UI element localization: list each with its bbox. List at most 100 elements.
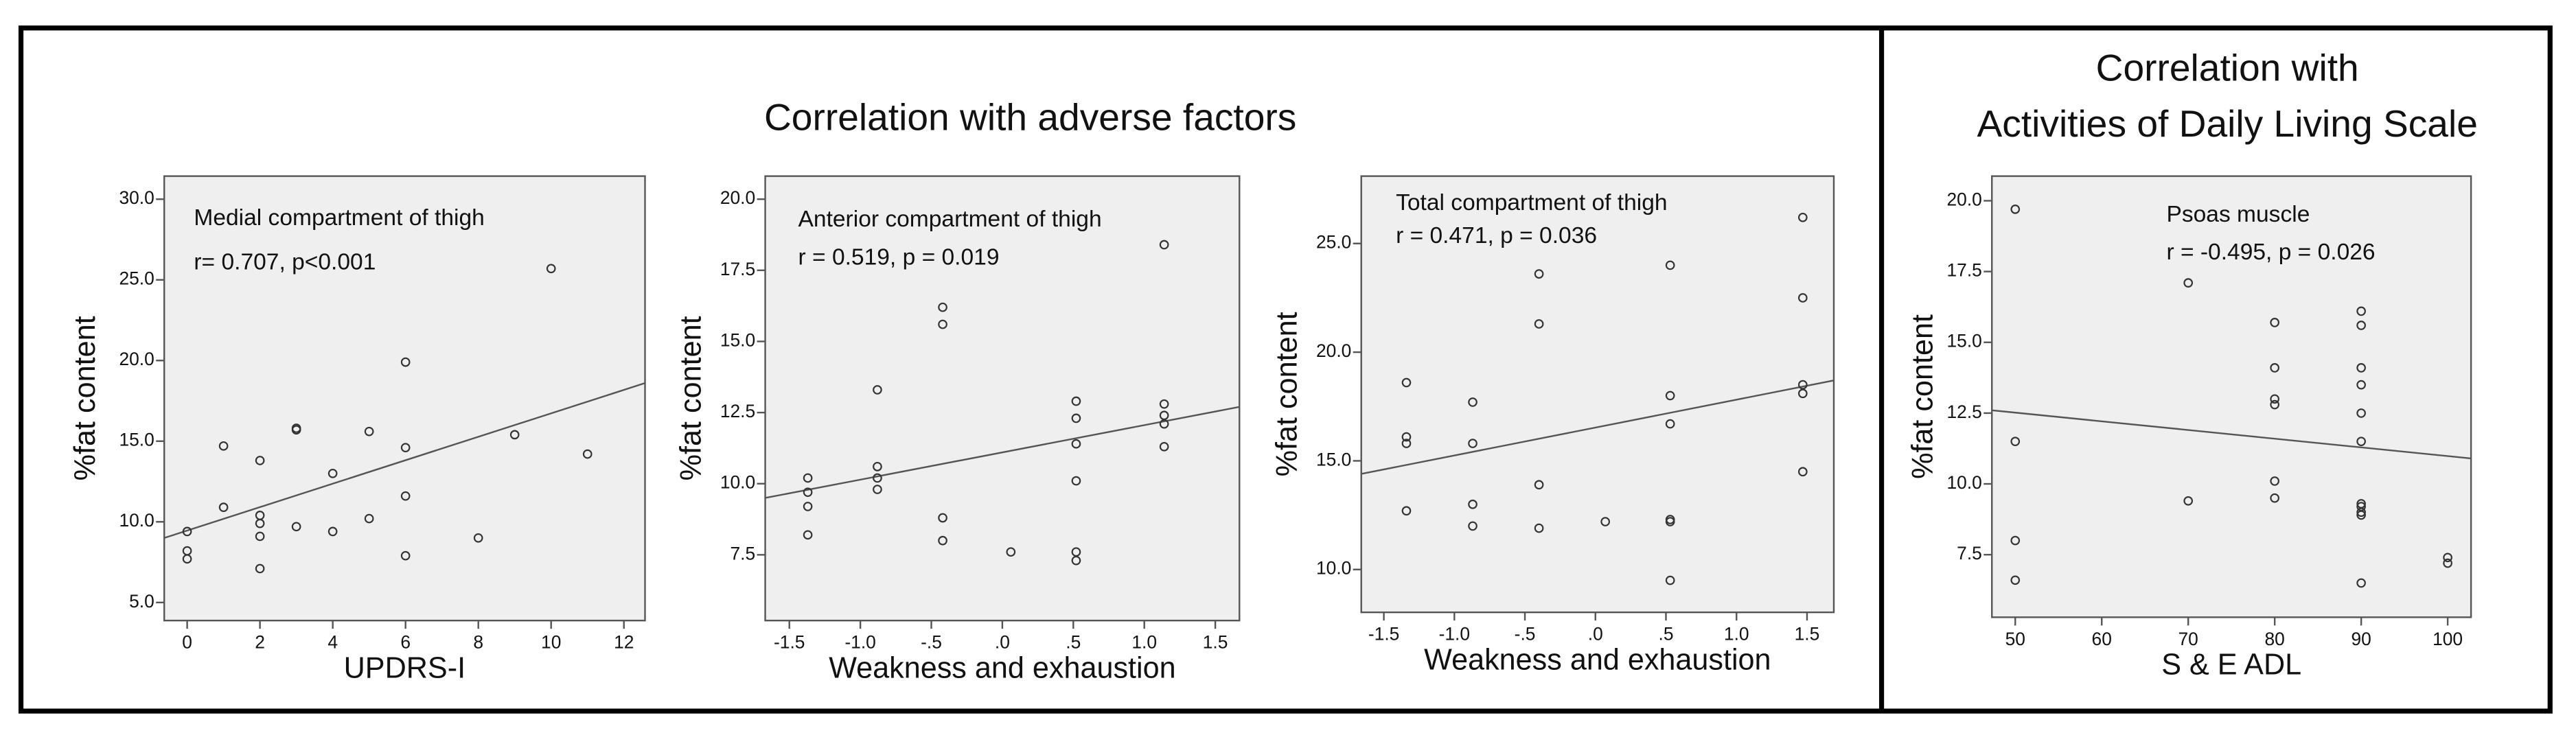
- x-tick-label: -.5: [921, 632, 942, 653]
- point: [2270, 399, 2280, 410]
- y-tick-label: 5.0: [129, 591, 154, 612]
- point: [2270, 394, 2280, 404]
- point: [803, 502, 813, 511]
- point: [546, 264, 556, 274]
- panel-label: Medial compartment of thigh: [194, 205, 484, 231]
- point: [1468, 521, 1477, 531]
- point: [364, 426, 374, 437]
- x-tick-label: .5: [1066, 632, 1081, 653]
- point: [400, 357, 411, 367]
- point: [1665, 260, 1675, 270]
- point: [182, 554, 192, 564]
- point: [1159, 442, 1169, 452]
- section-title: Activities of Daily Living Scale: [1977, 102, 2478, 145]
- point: [2356, 321, 2366, 330]
- x-axis-title: Weakness and exhaustion: [829, 651, 1175, 684]
- point: [255, 531, 265, 542]
- x-tick-label: 4: [327, 632, 338, 653]
- y-tick-label: 20.0: [1316, 340, 1351, 361]
- trend-line: [1992, 409, 2472, 460]
- y-tick-label: 7.5: [731, 543, 756, 563]
- point: [873, 462, 882, 472]
- y-tick-label: 15.0: [119, 430, 154, 450]
- y-tick-label: 17.5: [1947, 260, 1982, 281]
- point: [1665, 419, 1675, 429]
- y-tick-label: 15.0: [1947, 331, 1982, 351]
- stat-label: r = 0.471, p = 0.036: [1396, 223, 1597, 248]
- point: [803, 473, 813, 483]
- plot-area: [764, 175, 1241, 622]
- x-tick-label: -.5: [1515, 624, 1536, 644]
- point: [1401, 439, 1412, 448]
- x-tick-label: -1.0: [844, 632, 875, 653]
- y-tick-label: 10.0: [720, 472, 755, 493]
- point: [938, 302, 947, 312]
- trend-line: [163, 382, 645, 539]
- point: [1401, 432, 1412, 442]
- point: [2356, 578, 2366, 588]
- x-axis-title: UPDRS-I: [344, 651, 465, 684]
- point: [218, 502, 229, 512]
- point: [400, 443, 411, 453]
- point: [1071, 476, 1081, 486]
- y-axis-title: %fat content: [1906, 314, 1939, 479]
- point: [1071, 555, 1081, 566]
- y-tick-label: 25.0: [1316, 232, 1351, 253]
- x-tick-label: -1.0: [1439, 624, 1470, 644]
- plot-area: [163, 175, 646, 622]
- point: [218, 441, 229, 451]
- point: [291, 522, 301, 532]
- y-tick-label: 10.0: [119, 510, 154, 531]
- point: [1797, 388, 1808, 399]
- y-axis-title: %fat content: [69, 316, 102, 480]
- x-tick-label: 8: [473, 632, 483, 653]
- section-title: Correlation with: [2096, 47, 2359, 89]
- x-tick-label: -1.5: [1368, 624, 1399, 644]
- point: [1159, 419, 1169, 429]
- section-title: Correlation with adverse factors: [764, 96, 1296, 139]
- x-tick-label: 12: [614, 632, 634, 653]
- point: [582, 449, 593, 459]
- x-tick-label: 1.5: [1795, 624, 1820, 644]
- point: [2183, 278, 2194, 288]
- panel-label: Psoas muscle: [2166, 202, 2310, 227]
- point: [473, 533, 483, 543]
- point: [400, 491, 411, 501]
- point: [400, 550, 411, 561]
- point: [2356, 507, 2366, 518]
- point: [2356, 510, 2366, 520]
- point: [2270, 493, 2280, 503]
- point: [1534, 523, 1544, 533]
- plot-area: [1360, 175, 1835, 614]
- point: [327, 468, 338, 478]
- point: [509, 430, 520, 440]
- panel-label: Total compartment of thigh: [1396, 190, 1667, 216]
- point: [803, 487, 813, 498]
- point: [2270, 363, 2280, 373]
- y-tick-label: 12.5: [720, 401, 755, 421]
- x-tick-label: 6: [400, 632, 411, 653]
- point: [803, 530, 813, 540]
- y-axis-title: %fat content: [674, 316, 707, 480]
- x-tick-label: 1.0: [1131, 632, 1157, 653]
- y-tick-label: 30.0: [119, 187, 154, 208]
- x-tick-label: .0: [995, 632, 1010, 653]
- point: [255, 518, 265, 528]
- point: [255, 563, 265, 574]
- point: [1665, 575, 1675, 585]
- point: [1159, 240, 1169, 250]
- point: [2010, 535, 2021, 546]
- y-tick-label: 20.0: [720, 187, 755, 208]
- x-tick-label: .0: [1588, 624, 1603, 644]
- stat-label: r= 0.707, p<0.001: [194, 250, 376, 275]
- point: [1006, 547, 1016, 557]
- point: [364, 513, 374, 524]
- point: [2270, 318, 2280, 327]
- point: [2010, 205, 2021, 214]
- point: [1665, 391, 1675, 401]
- x-tick-label: 2: [255, 632, 265, 653]
- y-tick-label: 10.0: [1947, 472, 1982, 493]
- point: [2356, 306, 2366, 316]
- point: [1534, 319, 1544, 329]
